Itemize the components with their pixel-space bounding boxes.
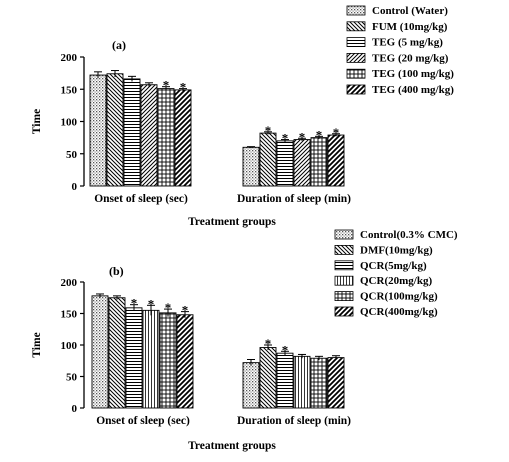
bar: [327, 134, 345, 187]
y-tick-label: 200: [61, 52, 78, 64]
y-tick-label: 150: [61, 309, 78, 321]
y-tick-label: 0: [72, 403, 78, 415]
bar: [91, 295, 109, 409]
category-label: Duration of sleep (min): [237, 415, 351, 427]
legend-entry: TEG (5 mg/kg): [372, 37, 443, 49]
significance-star: *: [180, 80, 187, 95]
bar: [159, 312, 177, 409]
x-axis-title: Treatment groups: [188, 216, 276, 228]
significance-star: *: [131, 296, 138, 311]
bar: [293, 139, 311, 187]
x-axis-title: Treatment groups: [188, 440, 276, 452]
legend: Control(0.3% CMC) DMF(10mg/kg) QCR(5mg/kg)…: [334, 229, 458, 318]
legend-swatch: [346, 37, 366, 47]
category-label: Onset of sleep (sec): [96, 415, 190, 427]
legend-swatch: [334, 275, 354, 286]
legend-entry: DMF(10mg/kg): [360, 244, 433, 256]
bar: [140, 84, 158, 187]
bar: [157, 88, 175, 187]
legend-swatch: [334, 229, 354, 240]
significance-star: *: [282, 131, 289, 146]
legend-swatch: [346, 68, 366, 79]
legend: Control (Water) FUM (10mg/kg) TEG (5 mg/kg…: [346, 5, 454, 96]
legend-entry: FUM (10mg/kg): [372, 21, 448, 33]
chart-panel-a: (a) 0 50 100 150 200 Time * * Onset of sleep (sec…: [31, 5, 454, 228]
panel-label: (a): [112, 38, 126, 52]
significance-star: *: [148, 296, 155, 311]
category-label: Onset of sleep (sec): [94, 193, 188, 205]
bar: [242, 146, 260, 187]
bar: [108, 297, 126, 409]
bar: [259, 347, 277, 409]
significance-star: *: [265, 123, 272, 138]
significance-star: *: [265, 336, 272, 351]
significance-star: *: [182, 303, 189, 318]
legend-entry: Control(0.3% CMC): [360, 229, 458, 241]
bar: [242, 362, 260, 409]
significance-star: *: [316, 127, 323, 142]
y-tick-label: 50: [66, 372, 78, 384]
significance-star: *: [165, 300, 172, 315]
y-tick-label: 0: [72, 181, 78, 193]
y-axis-title: Time: [31, 109, 43, 134]
significance-star: *: [163, 78, 170, 93]
legend-entry: TEG (20 mg/kg): [372, 52, 449, 64]
legend-swatch: [334, 244, 354, 255]
legend-swatch: [346, 84, 366, 95]
bar: [142, 309, 160, 409]
legend-swatch: [334, 260, 354, 271]
y-tick-label: 150: [61, 84, 78, 96]
bar: [176, 314, 194, 409]
legend-entry: QCR(100mg/kg): [360, 291, 438, 303]
bar: [293, 355, 311, 409]
bar: [123, 78, 141, 187]
bar: [174, 89, 192, 187]
bar: [310, 357, 328, 409]
legend-swatch: [334, 306, 354, 317]
legend-entry: QCR(400mg/kg): [360, 306, 438, 318]
legend-entry: TEG (400 mg/kg): [372, 84, 454, 96]
significance-star: *: [299, 129, 306, 144]
y-axis-title: Time: [31, 332, 43, 357]
legend-entry: Control (Water): [372, 5, 448, 17]
legend-swatch: [346, 53, 366, 63]
significance-star: *: [282, 342, 289, 357]
bar: [327, 357, 345, 409]
panel-label: (b): [109, 264, 124, 278]
significance-star: *: [333, 125, 340, 140]
chart-panel-b: (b) 0 50 100 150 200 Time * * * * Onset of sleep (s…: [31, 229, 458, 452]
legend-entry: QCR(20mg/kg): [360, 275, 432, 287]
y-tick-label: 50: [66, 149, 78, 161]
bar: [106, 73, 124, 187]
y-tick-label: 100: [61, 117, 78, 129]
y-tick-label: 200: [61, 277, 78, 289]
bar: [89, 74, 107, 187]
legend-swatch: [346, 5, 366, 16]
legend-swatch: [346, 21, 366, 32]
legend-entry: TEG (100 mg/kg): [372, 68, 454, 80]
bar: [276, 352, 294, 409]
y-tick-label: 100: [61, 340, 78, 352]
category-label: Duration of sleep (min): [237, 193, 351, 205]
bar: [125, 307, 143, 409]
legend-entry: QCR(5mg/kg): [360, 260, 427, 272]
legend-swatch: [334, 291, 354, 302]
bar: [310, 137, 328, 187]
bar: [259, 132, 277, 187]
bar: [276, 140, 294, 187]
